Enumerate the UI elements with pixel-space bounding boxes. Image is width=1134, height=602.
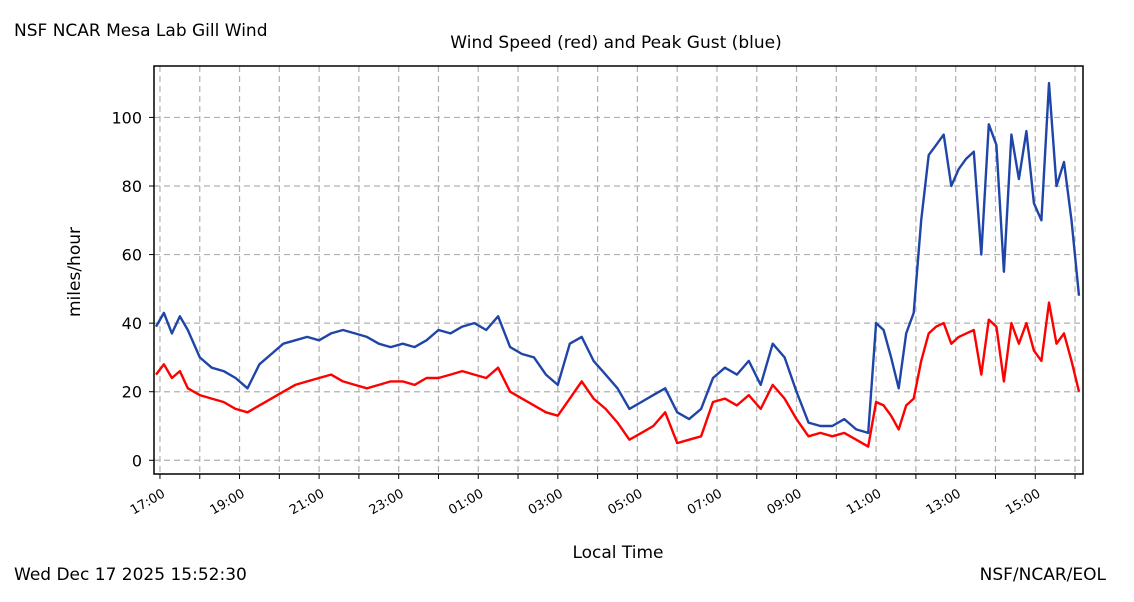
x-axis-label: Local Time: [572, 543, 663, 563]
x-tick-label: 21:00: [287, 486, 327, 518]
tick-layer: 0 20 40 60 80 100 17:00 19:00 21:00 23:00 01:00 03:…: [111, 108, 1076, 518]
x-tick-label: 17:00: [128, 486, 168, 518]
x-tick-label: 05:00: [605, 486, 645, 518]
timestamp: Wed Dec 17 2025 15:52:30: [14, 565, 247, 585]
y-tick-label: 80: [122, 177, 142, 196]
x-tick-label: 23:00: [367, 486, 407, 518]
x-tick-label: 13:00: [924, 486, 964, 518]
y-tick-label: 20: [122, 383, 142, 402]
credit-label: NSF/NCAR/EOL: [979, 565, 1106, 585]
x-tick-label: 11:00: [844, 486, 884, 518]
x-tick-label: 09:00: [765, 486, 805, 518]
series-layer: [154, 81, 1081, 448]
wind-speed-line: [155, 301, 1081, 448]
y-tick-label: 60: [122, 246, 142, 265]
grid-layer: [154, 66, 1083, 474]
y-tick-label: 40: [122, 314, 142, 333]
site-title: NSF NCAR Mesa Lab Gill Wind: [14, 21, 268, 41]
x-tick-label: 03:00: [526, 486, 566, 518]
x-tick-label: 07:00: [685, 486, 725, 518]
x-tick-label: 01:00: [446, 486, 486, 518]
y-tick-label: 0: [132, 451, 142, 470]
chart-title: Wind Speed (red) and Peak Gust (blue): [450, 33, 781, 53]
y-axis-label: miles/hour: [65, 227, 85, 317]
x-tick-label: 15:00: [1003, 486, 1043, 518]
x-tick-label: 19:00: [208, 486, 248, 518]
plot-frame: [153, 65, 1084, 475]
peak-gust-line: [154, 81, 1081, 435]
y-tick-label: 100: [111, 108, 142, 127]
